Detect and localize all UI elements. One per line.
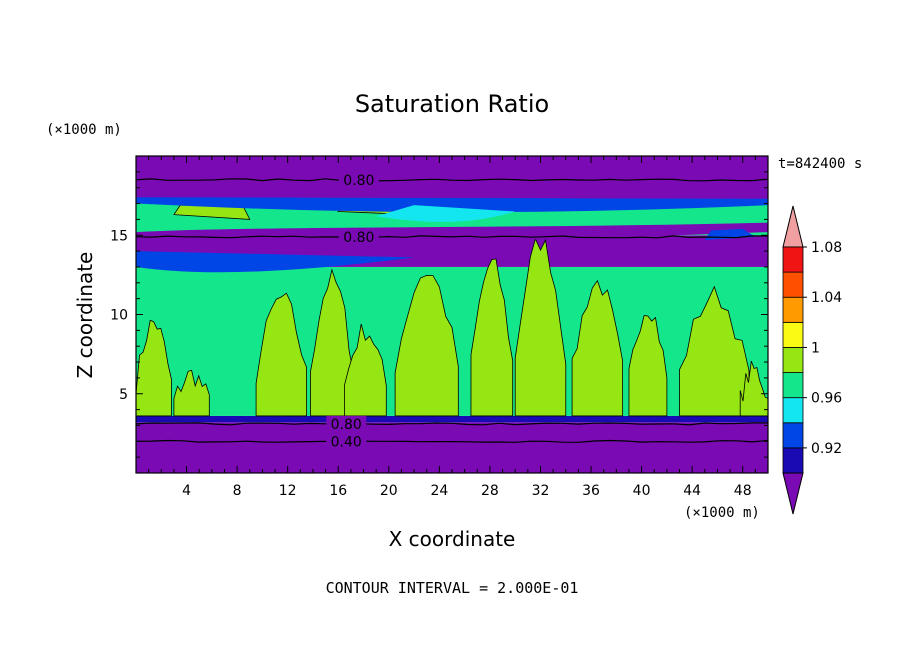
colorbar-cell (782, 321, 804, 348)
plume-region-5 (394, 274, 459, 417)
cyan-patch (376, 205, 516, 222)
field-band-5 (136, 156, 768, 201)
x-tick-label: 36 (582, 483, 600, 499)
colorbar-cell (782, 397, 804, 424)
colorbar-cell (782, 347, 804, 373)
plume-region-4 (344, 323, 387, 417)
x-tick-label: 24 (430, 483, 448, 499)
contour-line-3 (136, 439, 768, 443)
x-tick-label: 48 (734, 483, 752, 499)
y-axis-ticks: 5 10 15 (110, 171, 768, 458)
colorbar-cell (782, 296, 804, 323)
contour-interval-footer: CONTOUR INTERVAL = 2.000E-01 (326, 579, 579, 597)
blue-upper-edge (136, 197, 768, 213)
plot-area: 0.800.800.800.404 8 12 16 20 24 28 32 36 40 44 4851… (110, 155, 769, 499)
x-tick-label: 32 (532, 483, 550, 499)
chart-title: Saturation Ratio (355, 90, 549, 118)
contour-line-0 (136, 178, 768, 182)
colorbar-cell (782, 422, 804, 449)
plot-fields: 0.800.800.800.40 (136, 156, 768, 473)
plume-region-0 (136, 319, 172, 417)
colorbar-bottom-arrow (782, 472, 804, 515)
colorbar-label: 0.96 (811, 391, 842, 407)
plume-region-6 (470, 258, 514, 417)
x-tick-label: 20 (380, 483, 398, 499)
plume-region-2 (255, 292, 308, 417)
time-label: t=842400 s (778, 156, 862, 172)
contour-label-bg-3 (326, 433, 367, 448)
contour-label-3: 0.40 (331, 434, 362, 450)
colorbar-cell (782, 271, 804, 298)
y-tick-label: 10 (110, 308, 128, 324)
contour-label-bg-2 (326, 415, 367, 430)
colorbar-cell (782, 372, 804, 399)
plume-region-10 (679, 285, 750, 417)
x-unit-label: (×1000 m) (684, 505, 760, 521)
plume-region-1 (173, 369, 210, 417)
plume-region-8 (571, 279, 624, 417)
colorbar-label: 1 (811, 340, 820, 356)
x-tick-label: 44 (683, 483, 701, 499)
contour-label-bg-1 (338, 228, 379, 243)
colorbar-cell (782, 246, 804, 273)
colorbar: 0.92 0.96 1 1.04 1.08 (782, 205, 842, 515)
plume-region-9 (628, 315, 668, 417)
contour-label-bg-0 (338, 171, 379, 186)
y-unit-label: (×1000 m) (46, 122, 122, 138)
contour-line-2 (136, 422, 768, 426)
colorbar-label: 0.92 (811, 441, 842, 457)
field-band-0 (136, 422, 768, 473)
field-band-1 (136, 415, 768, 423)
colorbar-label: 1.04 (811, 290, 842, 306)
y-tick-label: 15 (110, 228, 128, 244)
plume-region-7 (514, 237, 567, 417)
colorbar-top-arrow (782, 205, 804, 248)
x-tick-label: 40 (633, 483, 651, 499)
mid-purple-layer (136, 222, 768, 245)
y-tick-label: 5 (119, 387, 128, 403)
x-tick-label: 16 (329, 483, 347, 499)
y-axis-label: Z coordinate (73, 252, 97, 379)
contour-label-0: 0.80 (343, 173, 374, 189)
colorbar-label: 1.08 (811, 240, 842, 256)
x-tick-label: 4 (182, 483, 191, 499)
x-tick-label: 12 (279, 483, 297, 499)
contour-line-1 (136, 235, 768, 239)
contour-label-2: 0.80 (331, 417, 362, 433)
x-tick-label: 28 (481, 483, 499, 499)
x-axis-ticks: 4 8 12 16 20 24 28 32 36 40 44 48 (148, 156, 769, 499)
contour-label-1: 0.80 (343, 230, 374, 246)
blue-lower-edge (136, 251, 415, 273)
x-axis-label: X coordinate (389, 527, 516, 551)
x-tick-label: 8 (233, 483, 242, 499)
colorbar-cell (782, 447, 804, 474)
